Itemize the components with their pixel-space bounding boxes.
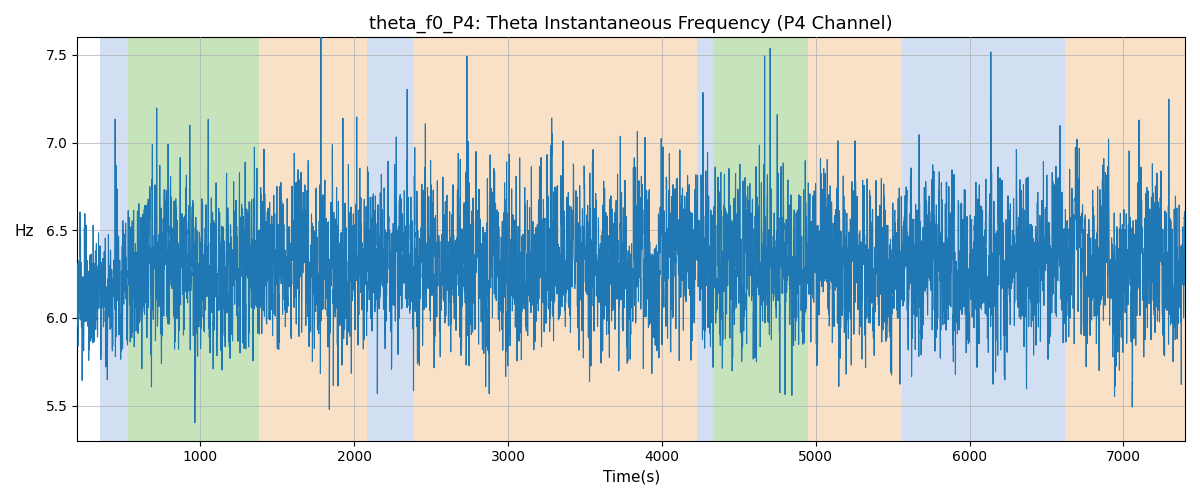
X-axis label: Time(s): Time(s) (602, 470, 660, 485)
Bar (259, 38, 366, 440)
Bar (697, 38, 713, 440)
Bar (128, 38, 259, 440)
Bar (413, 38, 697, 440)
Y-axis label: Hz: Hz (14, 224, 35, 239)
Bar (101, 38, 128, 440)
Title: theta_f0_P4: Theta Instantaneous Frequency (P4 Channel): theta_f0_P4: Theta Instantaneous Frequen… (370, 15, 893, 34)
Bar (902, 38, 1064, 440)
Bar (366, 38, 413, 440)
Bar (808, 38, 902, 440)
Bar (713, 38, 808, 440)
Bar (1064, 38, 1184, 440)
